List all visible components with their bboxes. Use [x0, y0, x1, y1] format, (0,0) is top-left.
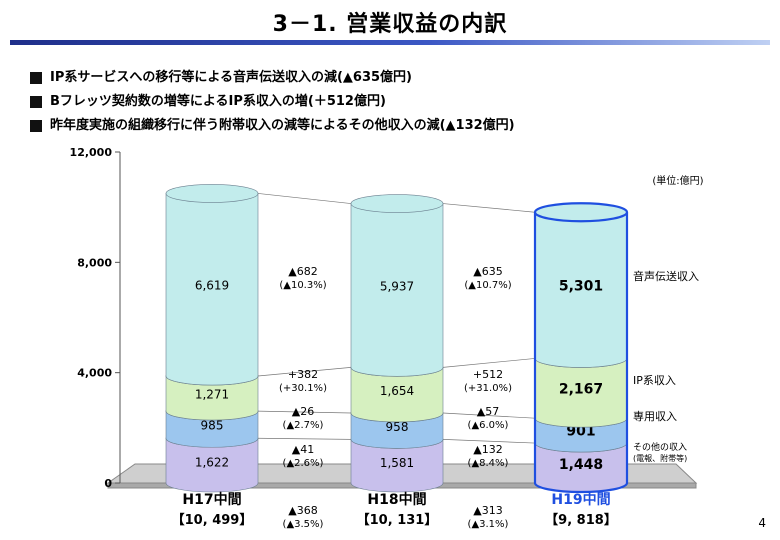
change-value-label: ▲26 [292, 405, 314, 418]
legend-label-other-note: (電報、附帯等) [633, 453, 687, 463]
y-tick-label: 12,000 [70, 146, 113, 159]
bullet-item: 昨年度実施の組織移行に伴う附帯収入の減等によるその他収入の減(▲132億円) [30, 114, 515, 138]
segment-value-label: 1,654 [380, 384, 414, 398]
cylinder-segment [350, 367, 444, 423]
highlight-outline [533, 212, 629, 494]
cylinder-segment [534, 358, 628, 428]
change-value-label: ▲57 [477, 405, 499, 418]
category-total-label: 【10, 131】 [357, 512, 438, 528]
total-change-value: ▲368 [288, 504, 317, 517]
legend-label-ip: IP系収入 [633, 374, 676, 387]
cylinder-segment [534, 211, 628, 368]
highlight-outline-top [533, 202, 629, 223]
x-category-label: H17中間 [182, 491, 241, 508]
cylinder-segment-top [165, 184, 259, 203]
segment-value-label: 5,937 [380, 279, 414, 293]
segment-connector-line [257, 366, 352, 377]
change-value-label: +512 [473, 368, 503, 381]
y-tick-label: 8,000 [77, 256, 112, 269]
segment-value-label: 5,301 [559, 278, 603, 294]
segment-value-label: 1,581 [380, 456, 414, 470]
cylinder-segment [165, 375, 259, 421]
page-number: 4 [758, 516, 766, 530]
cylinder-segment [165, 410, 259, 448]
segment-value-label: 1,271 [195, 388, 229, 402]
change-value-label: ▲682 [288, 265, 317, 278]
change-percent-label: (▲8.4%) [468, 458, 509, 469]
cylinder-segment [350, 412, 444, 449]
segment-value-label: 1,448 [559, 457, 603, 473]
cylinder-segment [165, 193, 259, 386]
bullet-text: IP系サービスへの移行等による音声伝送収入の減(▲635億円) [50, 70, 412, 85]
segment-value-label: 985 [201, 419, 224, 433]
y-tick-label: 4,000 [77, 367, 112, 380]
unit-label: (単位:億円) [652, 174, 703, 187]
legend-label-other: その他の収入 [633, 441, 687, 453]
bullet-square-icon [30, 72, 42, 84]
bullet-text: Bフレッツ契約数の増等によるIP系収入の増(＋512億円) [50, 94, 386, 109]
segment-value-label: 901 [566, 424, 595, 440]
change-percent-label: (▲2.6%) [283, 458, 324, 469]
change-percent-label: (▲10.7%) [464, 280, 511, 291]
change-percent-label: (▲10.3%) [279, 280, 326, 291]
legend-label-voice: 音声伝送収入 [633, 269, 699, 283]
change-value-label: ▲132 [473, 443, 502, 456]
change-value-label: ▲41 [292, 443, 314, 456]
legend-label-leased: 専用収入 [633, 410, 677, 423]
change-percent-label: (▲2.7%) [283, 420, 324, 431]
page-title: 3－1. 営業収益の内訳 [272, 12, 508, 37]
cylinder-segment [165, 437, 259, 493]
cylinder-segment [534, 417, 628, 453]
segment-connector-line [442, 358, 536, 368]
bullet-item: IP系サービスへの移行等による音声伝送収入の減(▲635億円) [30, 66, 515, 90]
segment-connector-line [257, 437, 352, 440]
total-change-value: ▲313 [473, 504, 502, 517]
cylinder-segment [350, 439, 444, 493]
change-percent-label: (▲6.0%) [468, 420, 509, 431]
cylinder-segment-top [350, 194, 444, 213]
category-total-label: 【10, 499】 [172, 512, 253, 528]
title-underline [10, 40, 770, 45]
segment-connector-line [442, 412, 536, 419]
x-category-label: H18中間 [367, 491, 426, 508]
segment-connector-line [442, 439, 536, 444]
bullet-text: 昨年度実施の組織移行に伴う附帯収入の減等によるその他収入の減(▲132億円) [50, 118, 515, 133]
segment-value-label: 1,622 [195, 456, 229, 470]
segment-connector-line [257, 410, 352, 414]
segment-value-label: 2,167 [559, 381, 603, 397]
bullet-list: IP系サービスへの移行等による音声伝送収入の減(▲635億円) Bフレッツ契約数… [30, 66, 515, 138]
y-tick-label: 0 [104, 477, 112, 490]
total-change-percent: (▲3.5%) [283, 519, 324, 530]
change-value-label: ▲635 [473, 265, 502, 278]
segment-value-label: 958 [386, 420, 409, 434]
segment-value-label: 6,619 [195, 279, 229, 293]
bullet-square-icon [30, 96, 42, 108]
x-category-label: H19中間 [551, 491, 610, 508]
bullet-square-icon [30, 120, 42, 132]
category-total-label: 【9, 818】 [545, 512, 617, 528]
change-percent-label: (+30.1%) [279, 383, 327, 394]
segment-connector-line [257, 193, 352, 204]
segment-connector-line [442, 203, 536, 213]
change-percent-label: (+31.0%) [464, 383, 512, 394]
change-value-label: +382 [288, 368, 318, 381]
cylinder-segment [350, 203, 444, 377]
bullet-item: Bフレッツ契約数の増等によるIP系収入の増(＋512億円) [30, 90, 515, 114]
total-change-percent: (▲3.1%) [468, 519, 509, 530]
